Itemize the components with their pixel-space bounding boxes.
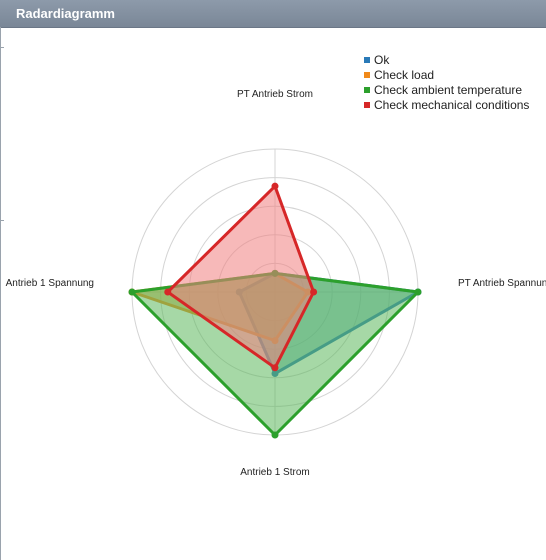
data-point[interactable] — [271, 431, 279, 439]
data-point[interactable] — [310, 288, 318, 296]
series-layer — [128, 182, 422, 439]
legend-label: Check mechanical conditions — [374, 98, 529, 112]
legend-item[interactable]: Ok — [364, 53, 390, 67]
data-point[interactable] — [271, 364, 279, 372]
legend-label: Check load — [374, 68, 434, 82]
left-border — [0, 27, 1, 560]
axis-label: Antrieb 1 Strom — [240, 467, 309, 478]
left-tick — [0, 47, 4, 48]
data-point[interactable] — [164, 288, 172, 296]
legend-swatch — [364, 87, 370, 93]
legend-swatch — [364, 57, 370, 63]
data-point[interactable] — [128, 288, 136, 296]
series-3 — [164, 182, 318, 372]
legend-item[interactable]: Check load — [364, 68, 434, 82]
data-point[interactable] — [271, 182, 279, 190]
axis-labels: PT Antrieb Strom PT Antrieb Spannung Antri… — [6, 89, 546, 478]
data-point[interactable] — [414, 288, 422, 296]
axis-label: PT Antrieb Spannung — [458, 278, 546, 289]
panel-title: Radardiagramm — [16, 6, 115, 21]
legend-swatch — [364, 102, 370, 108]
axis-label: PT Antrieb Strom — [237, 89, 313, 100]
left-tick — [0, 220, 4, 221]
legend-item[interactable]: Check ambient temperature — [364, 83, 522, 97]
legend-swatch — [364, 72, 370, 78]
legend-item[interactable]: Check mechanical conditions — [364, 98, 529, 112]
legend-label: Check ambient temperature — [374, 83, 522, 97]
panel-header: Radardiagramm — [0, 0, 546, 28]
axis-label: Antrieb 1 Spannung — [6, 278, 94, 289]
legend-label: Ok — [374, 53, 390, 67]
